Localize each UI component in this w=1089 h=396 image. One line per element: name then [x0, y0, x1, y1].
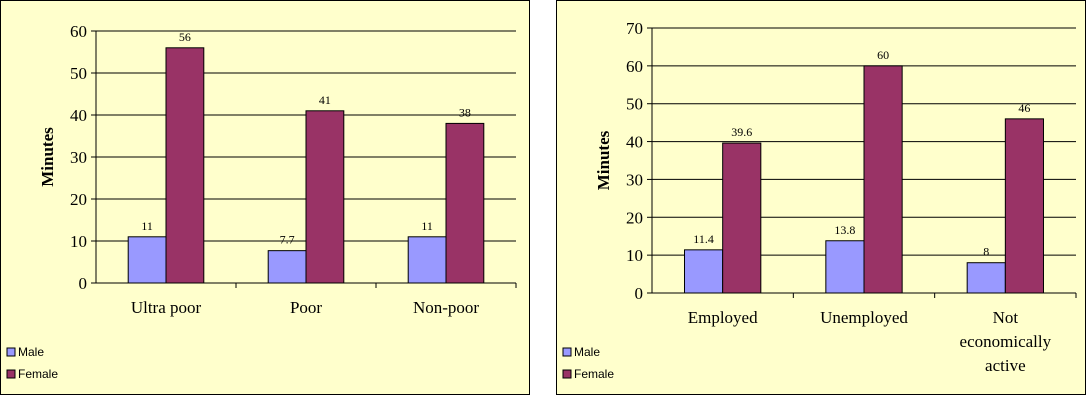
y-tick-label: 40 — [626, 133, 643, 152]
x-category-label: Ultra poor — [131, 298, 202, 317]
female-data-label: 38 — [459, 105, 471, 119]
female-data-label: 39.6 — [731, 125, 752, 139]
male-bar — [684, 249, 724, 294]
y-tick-label: 60 — [70, 22, 87, 41]
female-bar — [305, 110, 345, 284]
female-bar — [722, 142, 762, 294]
female-data-label: 46 — [1018, 101, 1030, 115]
y-tick-label: 10 — [70, 232, 87, 251]
legend-label-male: Male — [574, 345, 600, 359]
female-data-label: 60 — [877, 48, 889, 62]
chart-left-svg: 0 10 20 30 40 50 60 Minutes 11 56 Ultra poor 7.7 41 P… — [6, 22, 517, 381]
legend-swatch-female — [562, 369, 572, 379]
y-tick-label: 30 — [626, 170, 643, 189]
male-bar — [127, 236, 167, 284]
y-axis-label: Minutes — [594, 130, 613, 190]
y-tick-label: 70 — [626, 19, 643, 38]
male-data-label: 11 — [141, 219, 153, 233]
y-axis-label: Minutes — [38, 127, 57, 187]
legend-label-male: Male — [18, 345, 44, 359]
legend-label-female: Female — [574, 367, 614, 381]
y-tick-label: 50 — [626, 95, 643, 114]
y-tick-label: 20 — [70, 190, 87, 209]
chart-panel-right: 0 10 20 30 40 50 60 70 Minutes 11.4 39.6 Employed 13… — [556, 0, 1086, 395]
male-bar — [966, 262, 1006, 294]
x-category-label: Employed — [688, 308, 758, 327]
chart-right-svg: 0 10 20 30 40 50 60 70 Minutes 11.4 39.6 Employed 13… — [562, 19, 1077, 381]
female-bar — [445, 122, 485, 284]
male-bar — [267, 250, 307, 284]
legend-swatch-male — [562, 347, 572, 357]
female-data-label: 41 — [319, 93, 331, 107]
legend-label-female: Female — [18, 367, 58, 381]
x-category-label: economically — [960, 332, 1052, 351]
y-tick-label: 0 — [79, 274, 88, 293]
chart-panel-left: 0 10 20 30 40 50 60 Minutes 11 56 Ultra poor 7.7 41 P… — [0, 0, 530, 395]
y-tick-label: 40 — [70, 106, 87, 125]
male-data-label: 7.7 — [280, 233, 295, 247]
x-category-label: active — [985, 356, 1026, 375]
female-bar — [863, 65, 903, 294]
y-tick-label: 30 — [70, 148, 87, 167]
male-data-label: 8 — [983, 245, 989, 259]
male-bar — [825, 240, 865, 294]
male-data-label: 13.8 — [834, 223, 855, 237]
y-tick-label: 10 — [626, 246, 643, 265]
female-data-label: 56 — [179, 30, 191, 44]
x-category-label: Non-poor — [413, 298, 479, 317]
legend: Male Female — [562, 345, 614, 381]
x-category-label: Poor — [290, 298, 322, 317]
male-bar — [407, 236, 447, 284]
female-bar — [1004, 118, 1044, 294]
y-tick-label: 60 — [626, 57, 643, 76]
male-data-label: 11.4 — [693, 232, 714, 246]
x-category-label: Unemployed — [820, 308, 908, 327]
y-tick-label: 0 — [635, 284, 644, 303]
x-category-label: Not — [993, 308, 1019, 327]
female-bar — [165, 47, 205, 284]
y-tick-label: 50 — [70, 64, 87, 83]
male-data-label: 11 — [421, 219, 433, 233]
legend-swatch-male — [6, 347, 16, 357]
legend: Male Female — [6, 345, 58, 381]
y-tick-label: 20 — [626, 208, 643, 227]
legend-swatch-female — [6, 369, 16, 379]
